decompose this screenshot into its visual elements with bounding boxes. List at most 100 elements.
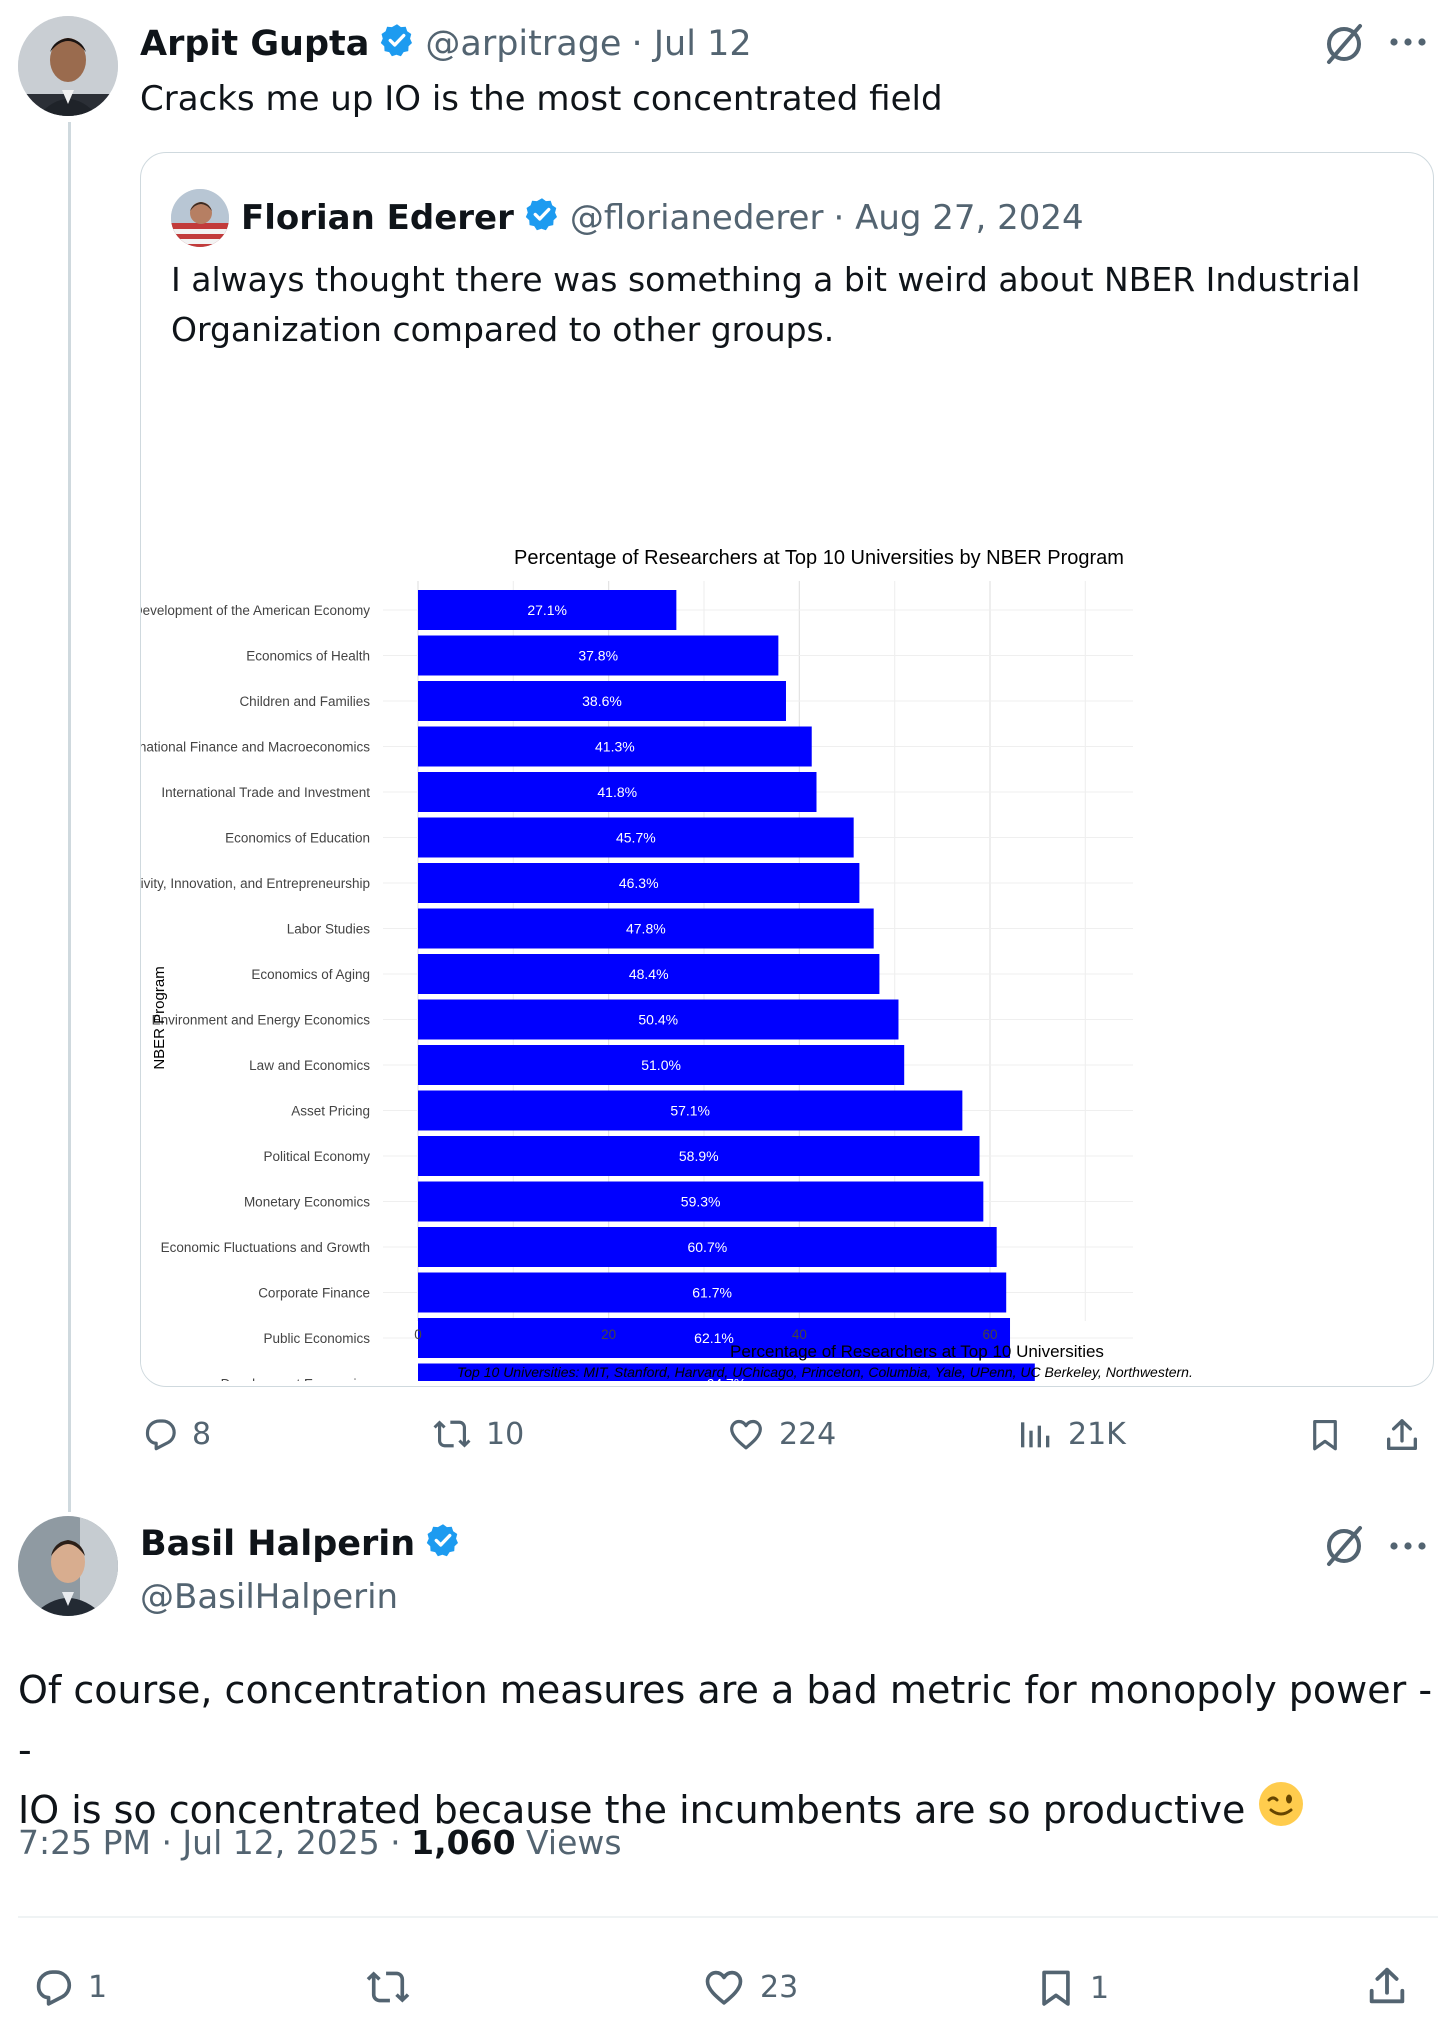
bars: 27.1% 37.8% 38.6% 41.3% 41.8% 45.7% 46.3% 47.8%… [418, 590, 1035, 1382]
category-label: International Finance and Macroeconomics [141, 740, 370, 755]
bar [418, 681, 786, 721]
reply-count: 8 [192, 1416, 212, 1452]
quoted-text: I always thought there was something a b… [171, 255, 1411, 355]
quoted-post-card[interactable]: Florian Ederer @florianederer · Aug 27, … [140, 152, 1434, 1387]
x-tick-label: 0 [414, 1327, 422, 1342]
quoted-text-line-1: I always thought there was something a b… [171, 260, 1361, 299]
bar [418, 999, 899, 1040]
bar-value-label: 50.4% [638, 1012, 678, 1028]
bar-value-label: 57.1% [670, 1103, 710, 1119]
bookmark-count: 1 [1090, 1970, 1110, 2006]
bar-value-label: 46.3% [619, 875, 659, 891]
reply-icon [36, 1970, 72, 2006]
category-label: Corporate Finance [258, 1286, 370, 1301]
bar-value-label: 27.1% [527, 602, 567, 618]
verified-badge-icon [524, 196, 560, 241]
post-timestamp[interactable]: 7:25 PM · Jul 12, 2025 · [18, 1823, 412, 1862]
category-label: International Trade and Investment [161, 785, 370, 800]
quoted-author-handle: @florianederer [569, 198, 824, 238]
bookmark-button[interactable]: 1 [1034, 1964, 1109, 2012]
share-icon [1387, 1419, 1417, 1450]
bar-chart: Percentage of Researchers at Top 10 Univ… [141, 381, 1431, 1381]
author-name[interactable]: Arpit Gupta [140, 24, 370, 64]
author-handle[interactable]: @BasilHalperin [140, 1577, 399, 1617]
views-button[interactable]: 21K [1016, 1414, 1126, 1454]
repost-button[interactable] [362, 1964, 414, 2010]
x-tick-label: 40 [792, 1327, 807, 1342]
post-date[interactable]: · Jul 12 [631, 24, 752, 64]
bar-value-label: 41.3% [595, 739, 635, 755]
reply-button[interactable]: 8 [140, 1414, 211, 1454]
more-options-icon[interactable] [1388, 30, 1428, 58]
bookmark-icon [1042, 1970, 1070, 2006]
bar-value-label: 45.7% [616, 830, 656, 846]
repost-icon [433, 1420, 471, 1448]
bar-value-label: 48.4% [629, 966, 669, 982]
post-meta: 7:25 PM · Jul 12, 2025 · 1,060 Views [18, 1820, 622, 1866]
author-handle[interactable]: @arpitrage [425, 24, 622, 64]
category-label: Children and Families [239, 694, 370, 709]
category-labels: Development of the American Economy Econo… [141, 603, 370, 1381]
bar [418, 1363, 1035, 1381]
category-label: Economics of Health [246, 649, 370, 664]
heart-icon [705, 1970, 743, 2005]
category-label: Economics of Aging [251, 967, 370, 982]
bar [418, 772, 817, 812]
divider [18, 1916, 1438, 1918]
bar-value-label: 58.9% [679, 1148, 719, 1164]
bar [418, 1136, 980, 1176]
post1-header: Arpit Gupta @arpitrage · Jul 12 [140, 20, 752, 68]
category-label: Development Economics [221, 1377, 371, 1382]
category-label: Environment and Energy Economics [152, 1013, 371, 1028]
bar-value-label: 61.7% [692, 1285, 732, 1301]
category-label: Economic Fluctuations and Growth [161, 1240, 370, 1255]
avatar-basil-halperin[interactable] [18, 1516, 118, 1616]
bar [418, 1181, 984, 1222]
share-icon [1369, 1967, 1405, 2004]
grok-icon[interactable] [1322, 22, 1366, 70]
like-button[interactable]: 23 [700, 1964, 798, 2010]
reply-icon [145, 1419, 176, 1451]
quoted-author-name: Florian Ederer [241, 198, 514, 238]
like-count: 224 [779, 1416, 837, 1452]
post2-text-line-2: IO is so concentrated because the incumb… [18, 1780, 1438, 1845]
quoted-text-line-2: Organization compared to other groups. [171, 310, 835, 349]
thread-line [68, 122, 71, 1512]
bar-value-label: 47.8% [626, 921, 666, 937]
bar-value-label: 60.7% [687, 1239, 727, 1255]
bar-value-label: 37.8% [578, 648, 618, 664]
more-options-icon[interactable] [1388, 1534, 1428, 1562]
quoted-post-date: · Aug 27, 2024 [833, 198, 1084, 238]
x-tick-label: 60 [982, 1327, 997, 1342]
share-button[interactable] [1382, 1414, 1422, 1456]
quoted-header: Florian Ederer @florianederer · Aug 27, … [241, 191, 1084, 245]
bar-value-label: 59.3% [681, 1194, 721, 1210]
verified-badge-icon [379, 22, 415, 67]
like-button[interactable]: 224 [725, 1414, 836, 1454]
bar [418, 863, 860, 903]
repost-button[interactable]: 10 [430, 1414, 524, 1454]
category-label: Development of the American Economy [141, 603, 370, 618]
post1-text: Cracks me up IO is the most concentrated… [140, 79, 943, 119]
bar [418, 1090, 963, 1131]
bar [418, 635, 779, 676]
bar-value-label: 51.0% [641, 1057, 681, 1073]
bookmark-button[interactable] [1306, 1414, 1344, 1456]
bar [418, 726, 812, 767]
category-label: Political Economy [263, 1149, 370, 1164]
y-axis-label: NBER Program [151, 966, 168, 1069]
bar-value-label: 62.1% [694, 1330, 734, 1346]
share-button[interactable] [1364, 1962, 1410, 2010]
grok-icon[interactable] [1322, 1524, 1366, 1572]
avatar-arpit-gupta[interactable] [18, 16, 118, 116]
views-count: 1,060 [411, 1823, 516, 1862]
category-label: Productivity, Innovation, and Entreprene… [141, 876, 370, 891]
wink-emoji [1257, 1780, 1305, 1845]
views-count: 21K [1068, 1416, 1126, 1452]
reply-button[interactable]: 1 [30, 1964, 107, 2010]
author-name[interactable]: Basil Halperin [140, 1524, 416, 1564]
bar [418, 1227, 997, 1267]
bar-value-label: 64.7% [707, 1376, 747, 1382]
bar [418, 817, 854, 858]
avatar-florian-ederer[interactable] [171, 189, 229, 247]
